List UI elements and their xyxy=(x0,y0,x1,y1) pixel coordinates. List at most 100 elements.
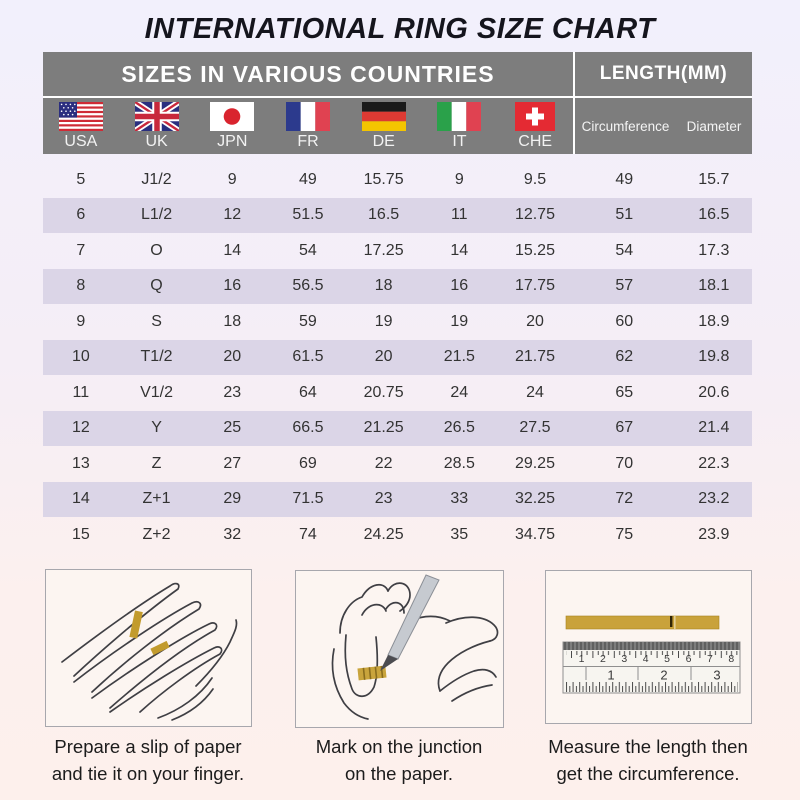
table-row: 6 L1/2 12 51.5 16.5 11 12.75 51 16.5 xyxy=(43,197,752,233)
caption-line: on the paper. xyxy=(344,763,453,784)
table-cell: O xyxy=(150,241,163,259)
table-cell: 14 xyxy=(223,241,242,259)
table-cell: 19 xyxy=(374,312,393,330)
table-cell: 70 xyxy=(615,454,634,472)
table-cell: 56.5 xyxy=(292,277,324,295)
table-cell: 16 xyxy=(450,277,469,295)
table-cell: 26.5 xyxy=(443,419,475,437)
table-cell: 54 xyxy=(299,241,317,259)
page-title: INTERNATIONAL RING SIZE CHART xyxy=(144,13,656,45)
ruler-body xyxy=(562,641,741,694)
table-cell: 24 xyxy=(526,383,544,401)
instruction-caption-1: Prepare a slip of paper and tie it on yo… xyxy=(28,733,268,787)
table-row: 11 V1/2 23 64 20.75 24 24 65 20.6 xyxy=(43,375,752,411)
country-label: DE xyxy=(372,133,395,150)
length-section-header: LENGTH(MM) xyxy=(575,52,752,96)
usa-flag-icon xyxy=(58,102,103,131)
countries-section-header: SIZES IN VARIOUS COUNTRIES xyxy=(43,52,573,96)
table-cell: 18.9 xyxy=(698,312,730,330)
table-cell: 20 xyxy=(223,348,242,366)
table-cell: 32.25 xyxy=(514,490,555,508)
table-cell: 6 xyxy=(76,206,86,224)
table-cell: 25 xyxy=(223,419,242,437)
table-cell: 32 xyxy=(223,525,242,543)
paper-strip xyxy=(565,615,720,630)
table-cell: 17.3 xyxy=(698,241,730,259)
table-cell: 14 xyxy=(450,241,469,259)
table-cell: 21.25 xyxy=(363,419,404,437)
country-column-de: DE xyxy=(346,102,422,150)
table-cell: T1/2 xyxy=(140,348,173,366)
table-cell: 15 xyxy=(71,525,90,543)
table-cell: 23 xyxy=(374,490,393,508)
table-cell: 15.7 xyxy=(698,170,730,188)
paper-strip-gap xyxy=(674,616,676,629)
table-cell: 20.6 xyxy=(698,383,730,401)
table-cell: 8 xyxy=(76,277,86,295)
table-cell: 20.75 xyxy=(363,383,404,401)
table-cell: 15.75 xyxy=(363,170,404,188)
hand-with-paper-slip-illustration xyxy=(61,582,238,721)
pen-marking-illustration xyxy=(331,574,499,720)
germany-flag-icon xyxy=(361,102,406,131)
table-cell: 9 xyxy=(454,170,464,188)
caption-line: and tie it on your finger. xyxy=(51,763,245,784)
caption-line: Measure the length then xyxy=(548,736,748,757)
uk-flag-icon xyxy=(134,102,179,131)
length-subheaders: Circumference Diameter xyxy=(575,98,752,154)
table-cell: 35 xyxy=(450,525,469,543)
table-cell: 67 xyxy=(615,419,634,437)
italy-flag-icon xyxy=(437,102,482,131)
table-cell: 24 xyxy=(450,383,469,401)
switzerland-flag-icon xyxy=(515,102,556,131)
table-cell: 54 xyxy=(615,241,634,259)
table-cell: 16.5 xyxy=(368,206,400,224)
table-cell: Z xyxy=(151,454,162,472)
svg-text:2: 2 xyxy=(660,668,667,683)
table-cell: 10 xyxy=(71,348,90,366)
country-column-uk: UK xyxy=(119,102,195,150)
country-column-fr: FR xyxy=(270,102,346,150)
table-cell: 7 xyxy=(76,241,86,259)
table-row: 5 J1/2 9 49 15.75 9 9.5 49 15.7 xyxy=(43,162,752,198)
table-cell: 13 xyxy=(71,454,90,472)
table-cell: 59 xyxy=(299,312,317,330)
table-cell: 19.8 xyxy=(698,348,730,366)
instruction-caption-2: Mark on the junction on the paper. xyxy=(279,733,519,787)
table-cell: 18 xyxy=(223,312,242,330)
table-cell: L1/2 xyxy=(140,206,173,224)
svg-text:6: 6 xyxy=(686,653,692,665)
table-cell: 66.5 xyxy=(292,419,324,437)
svg-text:3: 3 xyxy=(621,653,627,665)
svg-text:7: 7 xyxy=(707,653,713,665)
table-cell: 75 xyxy=(615,525,634,543)
table-cell: 29.25 xyxy=(514,454,555,472)
table-row: 7 O 14 54 17.25 14 15.25 54 17.3 xyxy=(43,233,752,269)
table-cell: 62 xyxy=(615,348,634,366)
table-cell: 20 xyxy=(374,348,393,366)
table-cell: 9 xyxy=(76,312,86,330)
instruction-box-1 xyxy=(45,569,252,727)
table-cell: 65 xyxy=(615,383,634,401)
table-cell: 19 xyxy=(450,312,469,330)
caption-line: Prepare a slip of paper xyxy=(54,736,242,757)
table-row: 9 S 18 59 19 19 20 60 18.9 xyxy=(43,304,752,340)
table-cell: 18 xyxy=(374,277,393,295)
table-cell: 22 xyxy=(374,454,393,472)
table-cell: 14 xyxy=(71,490,90,508)
table-header: SIZES IN VARIOUS COUNTRIES LENGTH(MM) xyxy=(43,52,752,154)
table-cell: 71.5 xyxy=(292,490,324,508)
table-cell: Q xyxy=(150,277,163,295)
table-row: 15 Z+2 32 74 24.25 35 34.75 75 23.9 xyxy=(43,517,752,553)
table-row: 14 Z+1 29 71.5 23 33 32.25 72 23.2 xyxy=(43,481,752,517)
table-cell: 11 xyxy=(72,383,90,401)
circumference-header: Circumference xyxy=(581,118,670,134)
france-flag-icon xyxy=(286,102,330,131)
table-cell: 12.75 xyxy=(514,206,555,224)
table-cell: 12 xyxy=(223,206,242,224)
instruction-caption-3: Measure the length then get the circumfe… xyxy=(528,733,768,787)
table-row: 8 Q 16 56.5 18 16 17.75 57 18.1 xyxy=(43,268,752,304)
